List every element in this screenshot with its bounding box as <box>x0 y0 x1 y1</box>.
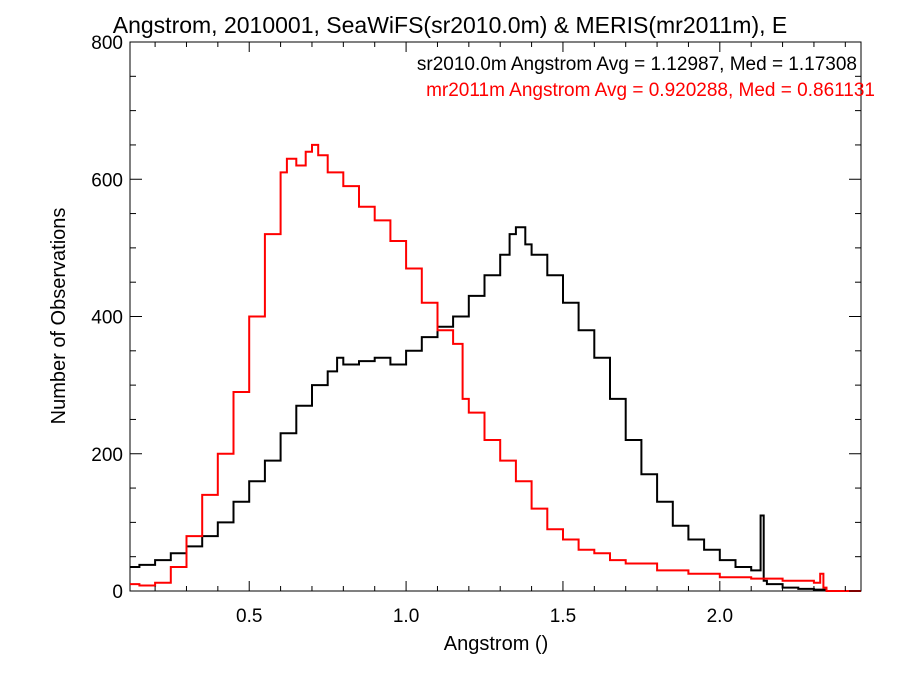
x-tick-label: 2.0 <box>707 606 733 627</box>
series-line-mr2011m <box>130 143 861 592</box>
x-tick-label: 1.5 <box>550 606 576 627</box>
axes-layer: 0.5 1.0 1.5 2.0 0 200 400 600 800 <box>91 33 861 627</box>
y-tick-label: 200 <box>91 445 123 466</box>
y-tick-label: 800 <box>91 33 123 54</box>
stats-annotation-mr2011: mr2011m Angstrom Avg = 0.920288, Med = 0… <box>426 80 875 101</box>
y-tick-label: 600 <box>91 170 123 191</box>
chart-title: Angstrom, 2010001, SeaWiFS(sr2010.0m) & … <box>113 12 787 38</box>
y-axis-label: Number of Observations <box>48 208 70 425</box>
plot-frame <box>129 41 862 592</box>
y-tick-label: 400 <box>91 308 123 329</box>
y-tick-label: 0 <box>112 582 123 603</box>
x-tick-label: 0.5 <box>236 606 262 627</box>
stats-annotation-sr2010: sr2010.0m Angstrom Avg = 1.12987, Med = … <box>417 54 857 75</box>
series-line-sr2010.0m <box>130 226 861 592</box>
x-axis-label: Angstrom () <box>444 633 548 655</box>
series-layer <box>130 143 861 592</box>
x-tick-label: 1.0 <box>393 606 419 627</box>
